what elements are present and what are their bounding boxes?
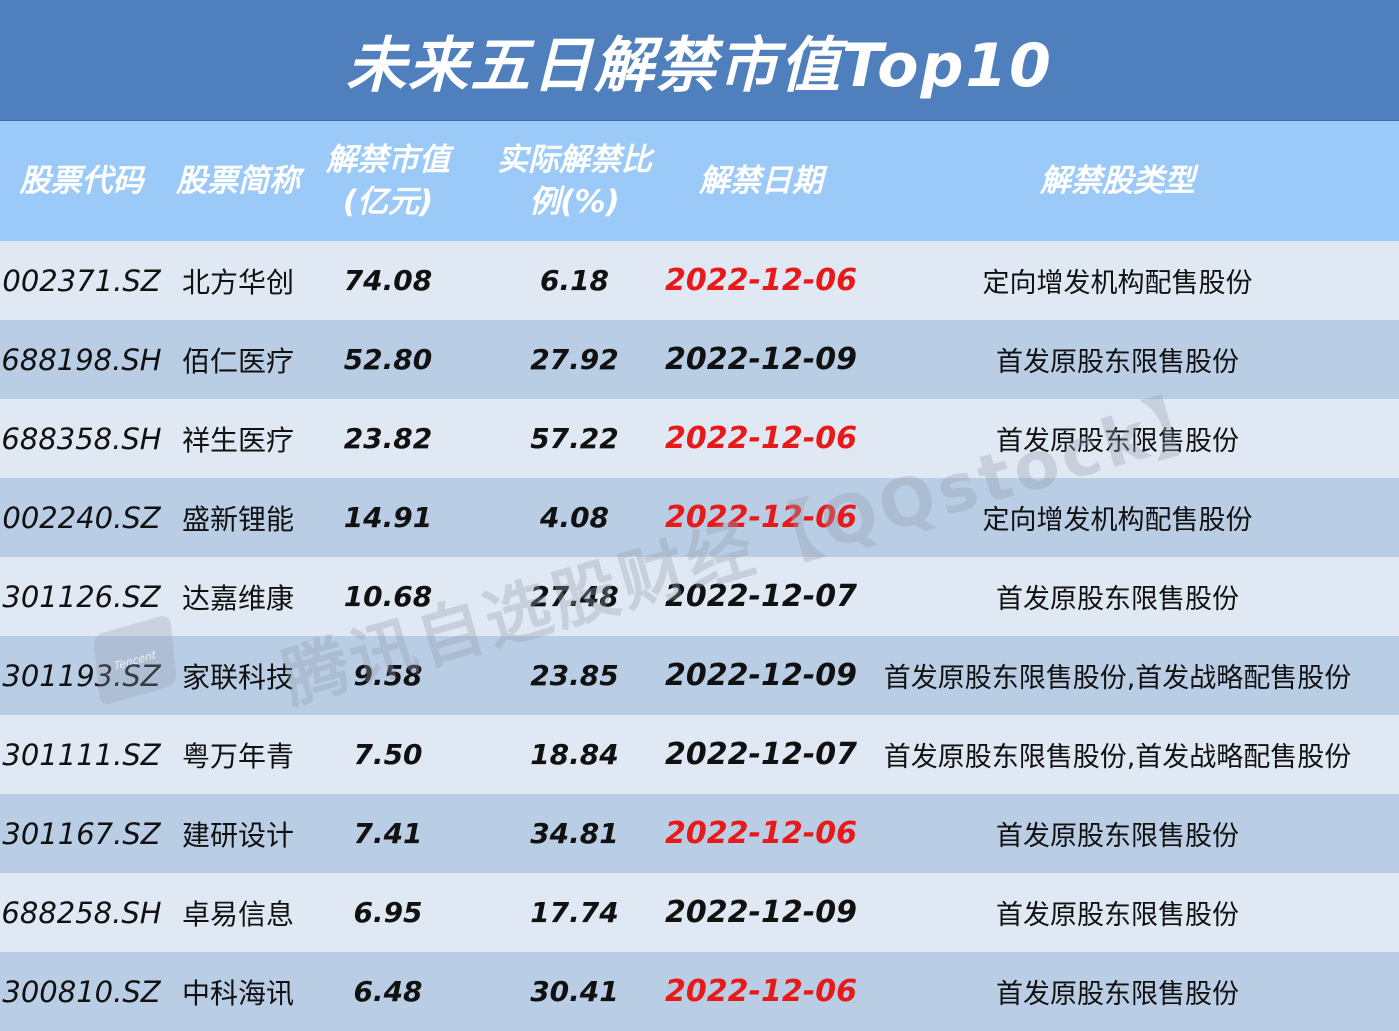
cell-name: 祥生医疗: [181, 423, 294, 457]
cell-code: 688258.SH: [1, 895, 162, 930]
cell-name: 达嘉维康: [181, 581, 294, 615]
cell-name: 中科海讯: [181, 976, 294, 1010]
table-row: 301167.SZ 建研设计 7.41 34.81 2022-12-06 首发原股东限售股…: [0, 794, 1399, 873]
cell-name: 北方华创: [181, 265, 294, 299]
header-code: 股票代码: [19, 163, 144, 199]
cell-code: 301111.SZ: [2, 737, 161, 772]
cell-type: 首发原股东限售股份: [996, 900, 1239, 931]
cell-date: 2022-12-06: [665, 974, 857, 1009]
table-row: 688198.SH 佰仁医疗 52.80 27.92 2022-12-09 首发原股东限售…: [0, 320, 1399, 399]
cell-type: 首发原股东限售股份,首发战略配售股份: [883, 742, 1352, 773]
header-value-line1: 解禁市值: [326, 142, 450, 178]
cell-ratio: 27.92: [530, 343, 619, 376]
cell-name: 佰仁医疗: [181, 344, 294, 378]
table-row: 688258.SH 卓易信息 6.95 17.74 2022-12-09 首发原股东限售股…: [0, 873, 1399, 952]
cell-date: 2022-12-07: [665, 737, 857, 772]
cell-name: 家联科技: [181, 660, 294, 694]
header-type: 解禁股类型: [1040, 163, 1195, 199]
cell-value: 52.80: [343, 343, 433, 376]
cell-value: 7.50: [353, 738, 423, 771]
cell-name: 建研设计: [181, 818, 294, 852]
cell-type: 首发原股东限售股份: [996, 979, 1239, 1010]
cell-ratio: 34.81: [530, 817, 619, 850]
cell-type: 首发原股东限售股份: [996, 584, 1239, 615]
header-value: 解禁市值 (亿元): [313, 121, 463, 241]
cell-date: 2022-12-06: [665, 500, 857, 535]
cell-code: 002371.SZ: [2, 263, 161, 298]
cell-ratio: 27.48: [530, 580, 619, 613]
cell-type: 首发原股东限售股份: [996, 347, 1239, 378]
table-row: 688358.SH 祥生医疗 23.82 57.22 2022-12-06 首发原股东限售…: [0, 399, 1399, 478]
cell-value: 9.58: [353, 659, 423, 692]
header-ratio: 实际解禁比 例(%): [463, 121, 686, 241]
cell-code: 300810.SZ: [2, 974, 161, 1009]
cell-ratio: 23.85: [530, 659, 619, 692]
table-row: 300810.SZ 中科海讯 6.48 30.41 2022-12-06 首发原股东限售股…: [0, 952, 1399, 1031]
cell-name: 粤万年青: [181, 739, 294, 773]
cell-date: 2022-12-06: [665, 816, 857, 851]
table-row: 301126.SZ 达嘉维康 10.68 27.48 2022-12-07 首发原股东限售…: [0, 557, 1399, 636]
cell-code: 301167.SZ: [2, 816, 161, 851]
cell-value: 6.48: [353, 975, 423, 1008]
cell-value: 14.91: [343, 501, 433, 534]
cell-date: 2022-12-09: [665, 342, 857, 377]
cell-ratio: 18.84: [530, 738, 619, 771]
cell-date: 2022-12-06: [665, 421, 857, 456]
cell-type: 定向增发机构配售股份: [982, 268, 1253, 299]
cell-date: 2022-12-07: [665, 579, 857, 614]
cell-value: 10.68: [343, 580, 433, 613]
cell-code: 688358.SH: [1, 421, 162, 456]
cell-type: 首发原股东限售股份,首发战略配售股份: [883, 663, 1352, 694]
header-value-line2: (亿元): [342, 184, 434, 220]
header-ratio-line1: 实际解禁比: [497, 142, 652, 178]
cell-ratio: 17.74: [530, 896, 619, 929]
table-row: 301111.SZ 粤万年青 7.50 18.84 2022-12-07 首发原股东限售股…: [0, 715, 1399, 794]
cell-date: 2022-12-09: [665, 658, 857, 693]
table-row: 301193.SZ 家联科技 9.58 23.85 2022-12-09 首发原股东限售股…: [0, 636, 1399, 715]
header-ratio-line2: 例(%): [529, 184, 620, 220]
header-date: 解禁日期: [699, 163, 823, 199]
cell-value: 6.95: [353, 896, 423, 929]
table-row: 002240.SZ 盛新锂能 14.91 4.08 2022-12-06 定向增发机构配售…: [0, 478, 1399, 557]
cell-type: 首发原股东限售股份: [996, 426, 1239, 457]
cell-date: 2022-12-09: [665, 895, 857, 930]
cell-name: 卓易信息: [181, 897, 294, 931]
table-body: 002371.SZ 北方华创 74.08 6.18 2022-12-06 定向增发机构配售…: [0, 241, 1399, 1031]
cell-value: 23.82: [343, 422, 433, 455]
cell-ratio: 4.08: [539, 501, 610, 534]
cell-type: 首发原股东限售股份: [996, 821, 1239, 852]
cell-code: 301126.SZ: [2, 579, 161, 614]
cell-value: 74.08: [343, 264, 433, 297]
cell-name: 盛新锂能: [181, 502, 294, 536]
cell-ratio: 6.18: [539, 264, 610, 297]
cell-code: 002240.SZ: [2, 500, 161, 535]
cell-date: 2022-12-06: [665, 263, 857, 298]
cell-ratio: 57.22: [530, 422, 619, 455]
cell-code: 301193.SZ: [2, 658, 161, 693]
header-name: 股票简称: [176, 163, 300, 199]
cell-code: 688198.SH: [1, 342, 162, 377]
title-bar: 未来五日解禁市值Top10: [0, 0, 1399, 121]
table-header: 股票代码 股票简称 解禁市值 (亿元) 实际解禁比 例(%) 解禁日期 解禁股类…: [0, 121, 1399, 241]
page-title: 未来五日解禁市值Top10: [346, 30, 1053, 101]
cell-value: 7.41: [353, 817, 423, 850]
cell-type: 定向增发机构配售股份: [982, 505, 1253, 536]
cell-ratio: 30.41: [530, 975, 619, 1008]
table-row: 002371.SZ 北方华创 74.08 6.18 2022-12-06 定向增发机构配售…: [0, 241, 1399, 320]
